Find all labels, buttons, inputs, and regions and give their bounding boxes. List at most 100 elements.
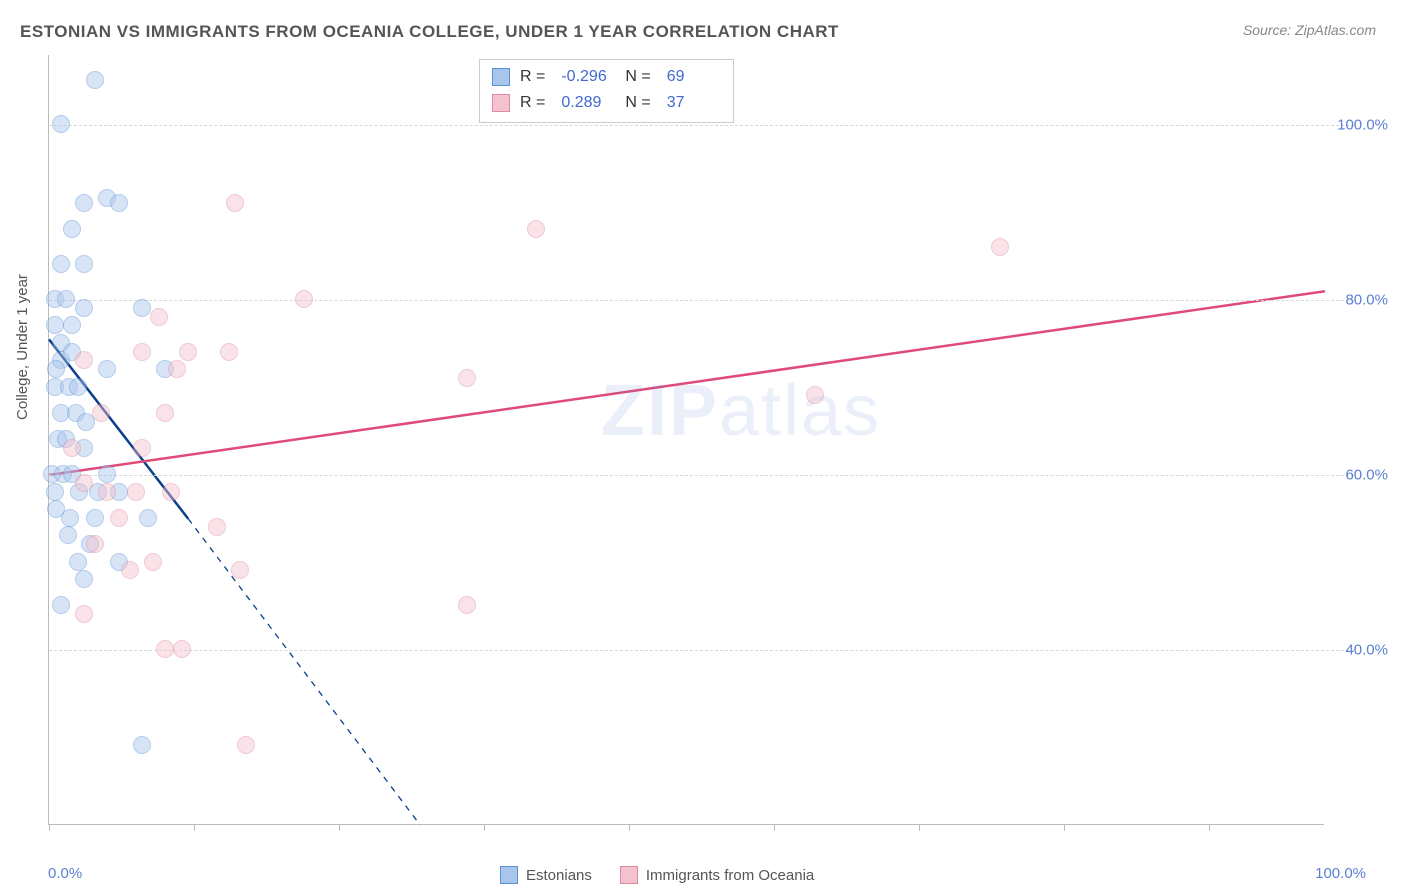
y-tick-label: 60.0% bbox=[1345, 467, 1388, 484]
y-axis-label: College, Under 1 year bbox=[14, 274, 31, 420]
data-point bbox=[226, 194, 244, 212]
data-point bbox=[208, 518, 226, 536]
data-point bbox=[75, 474, 93, 492]
legend-r-value: 0.289 bbox=[555, 90, 615, 116]
data-point bbox=[59, 526, 77, 544]
data-point bbox=[179, 343, 197, 361]
legend-r-value: -0.296 bbox=[555, 64, 615, 90]
data-point bbox=[144, 553, 162, 571]
source-label: Source: ZipAtlas.com bbox=[1243, 22, 1376, 38]
x-tick bbox=[1209, 824, 1210, 831]
data-point bbox=[133, 299, 151, 317]
x-tick bbox=[194, 824, 195, 831]
data-point bbox=[110, 509, 128, 527]
data-point bbox=[86, 535, 104, 553]
x-axis-max-label: 100.0% bbox=[1315, 865, 1366, 882]
data-point bbox=[220, 343, 238, 361]
data-point bbox=[69, 378, 87, 396]
data-point bbox=[52, 115, 70, 133]
data-point bbox=[458, 369, 476, 387]
legend-row: R = 0.289 N = 37 bbox=[492, 90, 721, 116]
legend-swatch bbox=[492, 68, 510, 86]
grid-line bbox=[49, 475, 1354, 476]
data-point bbox=[86, 509, 104, 527]
data-point bbox=[57, 290, 75, 308]
grid-line bbox=[49, 300, 1354, 301]
regression-line bbox=[49, 291, 1325, 475]
data-point bbox=[98, 465, 116, 483]
data-point bbox=[173, 640, 191, 658]
legend-n-label: N = bbox=[625, 64, 650, 90]
y-tick-label: 100.0% bbox=[1337, 117, 1388, 134]
data-point bbox=[806, 386, 824, 404]
data-point bbox=[75, 351, 93, 369]
legend-n-label: N = bbox=[625, 90, 650, 116]
legend-r-label: R = bbox=[520, 90, 545, 116]
grid-line bbox=[49, 125, 1354, 126]
data-point bbox=[98, 360, 116, 378]
data-point bbox=[156, 404, 174, 422]
data-point bbox=[52, 255, 70, 273]
data-point bbox=[75, 255, 93, 273]
data-point bbox=[237, 736, 255, 754]
data-point bbox=[63, 316, 81, 334]
legend-row: R = -0.296 N = 69 bbox=[492, 64, 721, 90]
data-point bbox=[458, 596, 476, 614]
data-point bbox=[46, 316, 64, 334]
data-point bbox=[75, 605, 93, 623]
x-tick bbox=[339, 824, 340, 831]
plot-area: R =-0.296N =69R =0.289N =37 ZIPatlas bbox=[48, 55, 1324, 825]
data-point bbox=[156, 640, 174, 658]
x-axis-min-label: 0.0% bbox=[48, 865, 82, 882]
legend-item: Estonians bbox=[500, 866, 592, 884]
data-point bbox=[527, 220, 545, 238]
data-point bbox=[63, 439, 81, 457]
regression-line bbox=[188, 519, 420, 825]
data-point bbox=[69, 553, 87, 571]
x-tick bbox=[919, 824, 920, 831]
x-tick bbox=[49, 824, 50, 831]
data-point bbox=[52, 596, 70, 614]
x-tick bbox=[629, 824, 630, 831]
x-tick bbox=[774, 824, 775, 831]
data-point bbox=[231, 561, 249, 579]
data-point bbox=[92, 404, 110, 422]
data-point bbox=[133, 439, 151, 457]
data-point bbox=[133, 736, 151, 754]
y-tick-label: 80.0% bbox=[1345, 292, 1388, 309]
data-point bbox=[75, 570, 93, 588]
grid-line bbox=[49, 650, 1354, 651]
data-point bbox=[139, 509, 157, 527]
data-point bbox=[133, 343, 151, 361]
legend-item: Immigrants from Oceania bbox=[620, 866, 814, 884]
data-point bbox=[991, 238, 1009, 256]
data-point bbox=[86, 71, 104, 89]
x-tick bbox=[484, 824, 485, 831]
y-tick-label: 40.0% bbox=[1345, 642, 1388, 659]
x-tick bbox=[1064, 824, 1065, 831]
legend-swatch bbox=[492, 94, 510, 112]
data-point bbox=[150, 308, 168, 326]
legend-n-value: 37 bbox=[661, 90, 721, 116]
data-point bbox=[162, 483, 180, 501]
data-point bbox=[168, 360, 186, 378]
chart-svg bbox=[49, 55, 1324, 824]
data-point bbox=[295, 290, 313, 308]
legend-swatch bbox=[620, 866, 638, 884]
correlation-legend: R = -0.296 N = 69 R = 0.289 N = 37 bbox=[479, 59, 734, 123]
legend-series-name: Immigrants from Oceania bbox=[646, 867, 814, 884]
chart-title: ESTONIAN VS IMMIGRANTS FROM OCEANIA COLL… bbox=[20, 22, 839, 42]
legend-n-value: 69 bbox=[661, 64, 721, 90]
data-point bbox=[110, 194, 128, 212]
data-point bbox=[46, 483, 64, 501]
data-point bbox=[127, 483, 145, 501]
data-point bbox=[47, 360, 65, 378]
legend-series-name: Estonians bbox=[526, 867, 592, 884]
legend-r-label: R = bbox=[520, 64, 545, 90]
data-point bbox=[75, 299, 93, 317]
series-legend: Estonians Immigrants from Oceania bbox=[500, 866, 814, 884]
data-point bbox=[98, 483, 116, 501]
data-point bbox=[61, 509, 79, 527]
data-point bbox=[75, 194, 93, 212]
legend-swatch bbox=[500, 866, 518, 884]
